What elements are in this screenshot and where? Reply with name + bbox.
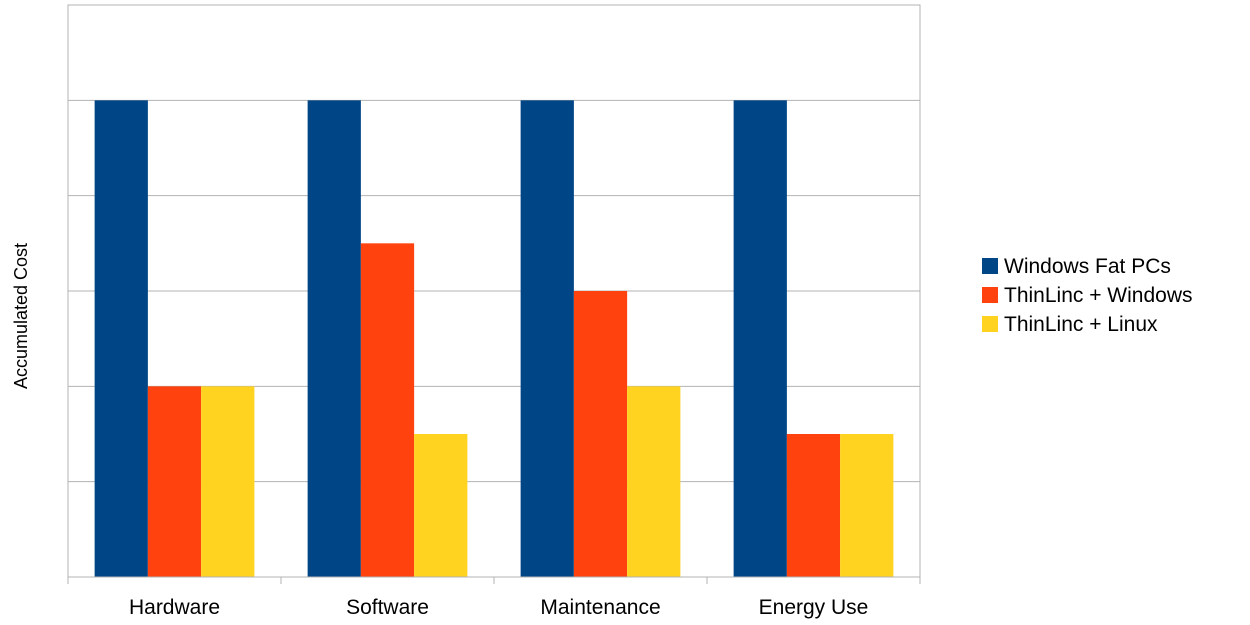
bar-thinlinc-windows-energy-use xyxy=(786,434,841,577)
x-tick-label: Maintenance xyxy=(540,596,660,619)
bar-thinlinc-linux-maintenance xyxy=(627,386,681,577)
x-axis: Hardware Software Maintenance Energy Use xyxy=(67,576,921,619)
bar-thinlinc-linux-hardware xyxy=(201,386,255,577)
bar-thinlinc-windows-software xyxy=(360,243,415,578)
legend-swatch xyxy=(982,316,998,332)
y-axis-label: Accumulated Cost xyxy=(11,243,31,389)
x-tick-label: Software xyxy=(346,596,429,619)
legend-swatch xyxy=(982,258,998,274)
bar-windows-fat-pcs-software xyxy=(307,100,361,577)
x-tick-label: Energy Use xyxy=(759,596,869,619)
bar-thinlinc-windows-hardware xyxy=(147,386,202,577)
legend-swatch xyxy=(982,287,998,303)
bar-thinlinc-windows-maintenance xyxy=(573,291,628,577)
legend-label: ThinLinc + Linux xyxy=(1004,313,1158,336)
bar-windows-fat-pcs-energy-use xyxy=(733,100,787,577)
legend-label: ThinLinc + Windows xyxy=(1004,284,1193,307)
legend: Windows Fat PCs ThinLinc + Windows ThinLin… xyxy=(982,255,1193,336)
bars xyxy=(94,100,894,578)
bar-windows-fat-pcs-maintenance xyxy=(520,100,574,577)
bar-windows-fat-pcs-hardware xyxy=(94,100,148,577)
x-tick-label: Hardware xyxy=(129,596,220,619)
legend-label: Windows Fat PCs xyxy=(1004,255,1171,278)
bar-thinlinc-linux-software xyxy=(414,434,468,577)
bar-thinlinc-linux-energy-use xyxy=(840,434,894,577)
